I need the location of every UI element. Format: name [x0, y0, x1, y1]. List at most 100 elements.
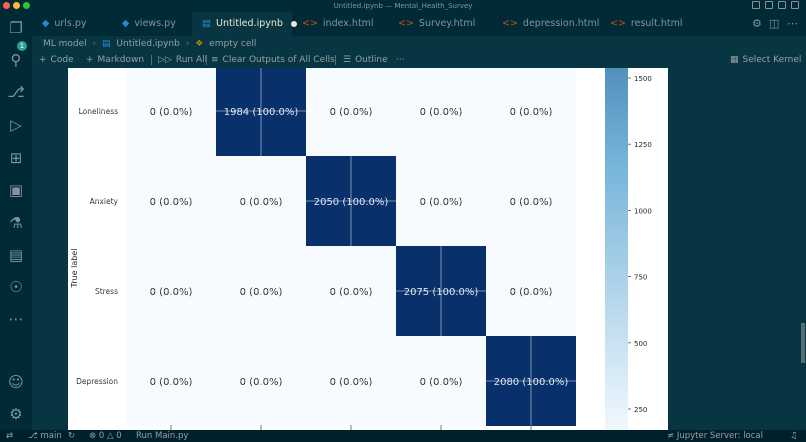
folder-icon[interactable]: ▤: [8, 246, 24, 264]
remote-icon[interactable]: ⇄: [6, 431, 14, 441]
toggle-secondary-sidebar-icon[interactable]: [778, 1, 786, 9]
tab-depression-html[interactable]: <> depression.html: [492, 12, 599, 36]
breadcrumb: ML model › ▤ Untitled.ipynb › ❖ empty ce…: [32, 36, 806, 52]
settings-gear-icon[interactable]: ⚙: [752, 17, 762, 30]
toolbar-divider: [335, 55, 336, 65]
row-tick-label: Anxiety: [90, 197, 119, 206]
problems-status[interactable]: ⊗ 0 △ 0: [89, 430, 122, 442]
split-editor-icon[interactable]: ◫: [769, 17, 780, 30]
toggle-sidebar-icon[interactable]: [752, 1, 760, 9]
run-main-button[interactable]: Run Main.py: [136, 431, 189, 441]
minimize-window-button[interactable]: [13, 2, 20, 9]
python-file-icon: ◆: [122, 18, 130, 29]
outline-button[interactable]: ☰ Outline: [343, 52, 388, 68]
account-icon[interactable]: ☺: [8, 373, 24, 391]
colorbar-tick-label: 1250: [634, 141, 652, 149]
explorer-icon[interactable]: ❐: [9, 19, 23, 37]
html-file-icon: <>: [502, 18, 518, 29]
breadcrumb-cell[interactable]: empty cell: [209, 39, 257, 49]
customize-layout-icon[interactable]: [791, 1, 799, 9]
tab-views-py[interactable]: ◆ views.py: [112, 12, 192, 36]
tab-survey-html[interactable]: <> Survey.html: [388, 12, 488, 36]
tab-urls-py[interactable]: ◆ urls.py: [32, 12, 110, 36]
tab-label: Survey.html: [418, 18, 476, 29]
clear-all-icon: ≡: [211, 55, 219, 65]
jupyter-server-status[interactable]: ≠ Jupyter Server: local: [667, 430, 763, 442]
toolbar-divider: [151, 55, 152, 65]
run-debug-icon[interactable]: ▷: [10, 116, 22, 134]
row-tick-label: Stress: [95, 287, 118, 296]
chevron-right-icon: ›: [185, 39, 190, 49]
notebook-file-icon: ▤: [102, 39, 111, 49]
notebook-toolbar: + Code + Markdown ▷▷ Run All ≡ Clear Outputs…: [32, 52, 806, 68]
testing-icon[interactable]: ⚗: [9, 214, 23, 232]
unsaved-dot-icon[interactable]: [290, 20, 297, 27]
explorer-badge: 1: [17, 41, 27, 51]
branch-status[interactable]: ⎇ main: [28, 430, 62, 442]
branch-name: main: [40, 431, 62, 441]
source-control-icon[interactable]: ⎇: [7, 83, 25, 101]
jupyter-server-label: Jupyter Server: local: [676, 431, 764, 441]
html-file-icon: <>: [610, 18, 626, 29]
colorbar-tick-label: 1000: [634, 207, 652, 215]
problems-count: 0: [98, 431, 105, 441]
outline-label: Outline: [355, 55, 388, 65]
editor-scrollbar[interactable]: [800, 68, 806, 430]
error-icon: ⊗: [89, 431, 97, 441]
colorbar-tick-label: 500: [634, 340, 647, 348]
server-icon: ≠: [667, 431, 675, 441]
remote-explorer-icon[interactable]: ▣: [8, 181, 24, 199]
html-file-icon: <>: [398, 18, 414, 29]
title-bar: Untitled.ipynb — Mental_Health_Survey: [0, 0, 806, 12]
status-bar: ⇄ ⎇ main ↻ ⊗ 0 △ 0 Run Main.py ≠ Jupyter…: [0, 430, 806, 442]
tab-index-html[interactable]: <> index.html: [292, 12, 388, 36]
clear-outputs-button[interactable]: ≡ Clear Outputs of All Cells: [211, 52, 335, 68]
notifications-bell-icon[interactable]: ♫: [790, 431, 798, 441]
row-tick-label: Depression: [76, 377, 118, 386]
cell-icon: ❖: [195, 39, 204, 49]
y-axis-label: True label: [70, 249, 79, 289]
python-file-icon: ◆: [42, 18, 50, 29]
notebook-file-icon: ▤: [202, 18, 211, 29]
colorbar: [605, 68, 628, 430]
extensions-icon[interactable]: ⊞: [9, 149, 23, 167]
html-file-icon: <>: [302, 18, 318, 29]
activity-bar: ❐ 1 ⚲ ⎇ ▷ ⊞ ▣ ⚗ ▤ ☉ ⋯ ☺ ⚙: [0, 12, 32, 430]
kernel-icon: ▦: [730, 55, 739, 65]
breadcrumb-folder[interactable]: ML model: [43, 39, 87, 49]
breadcrumb-file[interactable]: Untitled.ipynb: [116, 39, 180, 49]
more-toolbar-button[interactable]: ···: [396, 55, 405, 65]
plus-icon: +: [86, 55, 94, 65]
sync-icon[interactable]: ↻: [68, 431, 76, 441]
search-icon[interactable]: ⚲: [10, 51, 22, 69]
warnings-count: 0: [116, 431, 122, 441]
editor-tabs: ◆ urls.py ◆ views.py ▤ Untitled.ipynb <> ind…: [32, 12, 806, 36]
plus-icon: +: [39, 55, 47, 65]
run-all-icon: ▷▷: [158, 55, 172, 65]
settings-gear-icon[interactable]: ⚙: [9, 405, 23, 423]
tab-untitled-ipynb[interactable]: ▤ Untitled.ipynb: [192, 12, 297, 36]
window-title: Untitled.ipynb — Mental_Health_Survey: [333, 2, 473, 10]
colorbar-tick-label: 750: [634, 274, 647, 282]
cell-output-plot: 0 (0.0%) 1984 (100.0%) 0 (0.0%) 0 (0.0%) 0 (…: [68, 66, 668, 430]
outline-icon: ☰: [343, 55, 352, 65]
clear-outputs-label: Clear Outputs of All Cells: [222, 55, 335, 65]
tab-label: urls.py: [54, 18, 87, 29]
select-kernel-label: Select Kernel: [742, 55, 802, 65]
toolbar-divider: [206, 55, 207, 65]
run-all-label: Run All: [175, 55, 208, 65]
add-code-cell-button[interactable]: + Code: [39, 52, 74, 68]
tab-result-html[interactable]: <> result.html: [600, 12, 700, 36]
scrollbar-thumb[interactable]: [801, 323, 805, 363]
tab-label: index.html: [322, 18, 374, 29]
add-markdown-cell-button[interactable]: + Markdown: [86, 52, 144, 68]
toggle-panel-icon[interactable]: [765, 1, 773, 9]
maximize-window-button[interactable]: [23, 2, 30, 9]
more-icon[interactable]: ⋯: [8, 310, 24, 328]
git-graph-icon[interactable]: ☉: [9, 278, 23, 296]
more-actions-icon[interactable]: ⋯: [787, 17, 798, 30]
select-kernel-button[interactable]: ▦ Select Kernel: [730, 52, 801, 68]
close-window-button[interactable]: [3, 2, 10, 9]
run-all-button[interactable]: ▷▷ Run All: [158, 52, 207, 68]
row-tick-label: Loneliness: [79, 107, 118, 116]
